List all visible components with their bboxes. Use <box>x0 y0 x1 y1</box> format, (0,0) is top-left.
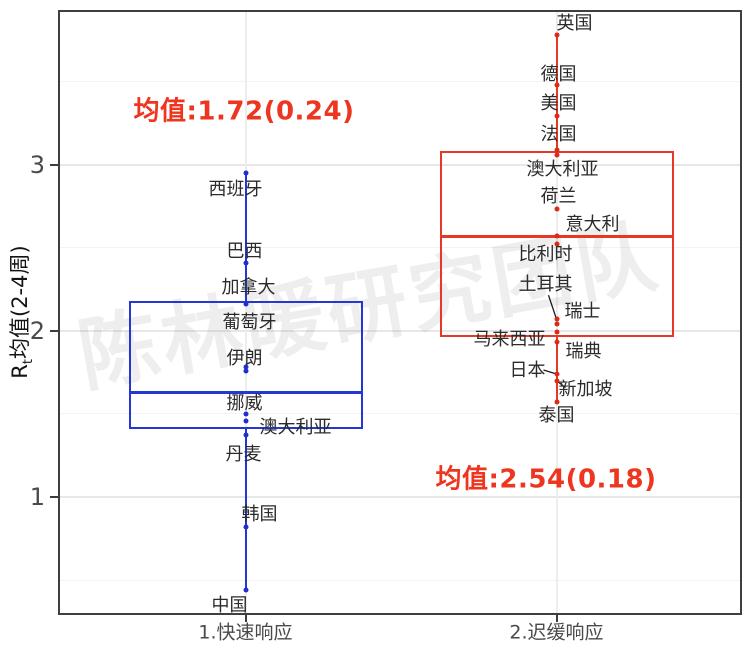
y-tick-mark <box>50 495 58 498</box>
country-label: 马来西亚 <box>473 329 546 351</box>
data-point <box>554 113 559 119</box>
data-point <box>243 418 248 424</box>
data-point <box>243 170 248 176</box>
y-axis-title: Rt均值(2-4周) <box>4 245 36 378</box>
country-label: 挪威 <box>226 392 263 414</box>
country-label: 德国 <box>540 63 577 85</box>
x-tick-mark <box>244 615 247 622</box>
data-point <box>243 368 248 374</box>
data-point <box>243 411 248 417</box>
country-label: 丹麦 <box>225 444 262 466</box>
data-point <box>554 378 559 384</box>
data-point <box>554 152 559 158</box>
data-point <box>554 233 559 239</box>
data-point <box>554 329 559 335</box>
x-gridline <box>555 10 558 615</box>
data-point <box>243 432 248 438</box>
data-point <box>554 339 559 345</box>
country-label: 澳大利亚 <box>259 416 332 438</box>
country-label: 日本 <box>509 359 546 381</box>
x-category-label: 2.迟缓响应 <box>509 621 604 644</box>
y-tick-mark <box>50 329 58 332</box>
data-point <box>243 364 248 370</box>
data-point <box>243 260 248 266</box>
country-label: 伊朗 <box>226 347 263 369</box>
x-gridline <box>244 10 247 615</box>
data-point <box>554 321 559 327</box>
country-label: 泰国 <box>538 405 575 427</box>
data-point <box>554 206 559 212</box>
gridline-major <box>58 329 742 332</box>
data-point <box>554 32 559 38</box>
country-label: 荷兰 <box>540 186 577 208</box>
country-label: 葡萄牙 <box>222 312 277 334</box>
country-label: 巴西 <box>226 240 263 262</box>
country-label: 土耳其 <box>518 274 573 296</box>
mean-annotation-group2: 均值:2.54(0.18) <box>435 464 657 495</box>
y-axis-title-rest: 均值(2-4周) <box>7 245 32 359</box>
country-label: 新加坡 <box>558 378 613 400</box>
data-point <box>554 371 559 377</box>
x-tick-mark <box>555 615 558 622</box>
country-label: 瑞典 <box>565 341 602 363</box>
y-tick-label: 2 <box>29 316 45 345</box>
country-label: 英国 <box>556 12 593 34</box>
country-label: 中国 <box>211 595 248 617</box>
whisker-upper <box>244 172 247 301</box>
y-tick-label: 3 <box>29 150 45 179</box>
gridline-minor <box>58 579 742 581</box>
gridline-major <box>58 495 742 498</box>
country-label: 韩国 <box>241 503 278 525</box>
whisker-upper <box>555 34 558 152</box>
whisker-lower <box>244 428 247 591</box>
y-tick-label: 1 <box>29 482 45 511</box>
y-axis-title-base: R <box>7 364 32 379</box>
country-label: 西班牙 <box>208 178 263 200</box>
country-label: 加拿大 <box>221 277 276 299</box>
gridline-major <box>58 163 742 166</box>
country-label: 澳大利亚 <box>526 158 599 180</box>
data-point <box>243 587 248 593</box>
data-point <box>554 241 559 247</box>
data-point <box>554 147 559 153</box>
y-tick-mark <box>50 163 58 166</box>
y-axis-title-subscript: t <box>21 358 37 365</box>
x-category-label: 1.快速响应 <box>198 621 293 644</box>
country-label: 瑞士 <box>564 301 601 323</box>
gridline-minor <box>58 413 742 415</box>
country-label: 法国 <box>540 123 577 145</box>
data-point <box>554 82 559 88</box>
data-point <box>243 301 248 307</box>
mean-annotation-group1: 均值:1.72(0.24) <box>133 96 355 127</box>
gridline-minor <box>58 80 742 82</box>
median-line <box>128 390 363 394</box>
data-point <box>554 316 559 322</box>
country-label: 意大利 <box>565 214 620 236</box>
country-label: 比利时 <box>518 244 573 266</box>
data-point <box>554 399 559 405</box>
connector-line <box>547 294 558 320</box>
data-point <box>243 524 248 530</box>
gridline-minor <box>58 247 742 249</box>
country-label: 美国 <box>540 93 577 115</box>
whisker-lower <box>555 337 558 403</box>
